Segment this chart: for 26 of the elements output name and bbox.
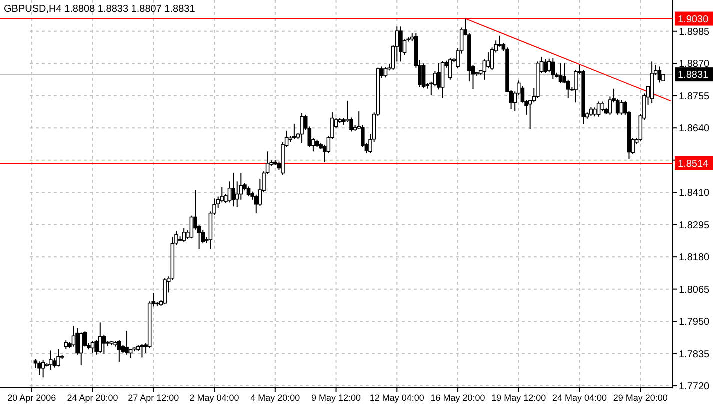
- y-tick-label: 1.8755: [679, 91, 710, 102]
- ref-line-label: 1.9030: [678, 14, 710, 26]
- y-tick-label: 1.7720: [679, 382, 710, 393]
- ref-line-label: 1.8514: [678, 158, 710, 170]
- chart-title: GBPUSD,H4 1.8808 1.8833 1.8807 1.8831: [4, 4, 196, 15]
- y-tick-label: 1.8410: [679, 188, 710, 200]
- x-tick-label: 2 May 04:00: [190, 393, 240, 403]
- y-tick-label: 1.7950: [679, 317, 710, 328]
- x-tick-label: 24 May 04:00: [552, 393, 608, 403]
- x-tick-label: 20 Apr 2006: [8, 393, 56, 403]
- y-tick-label: 1.8870: [679, 59, 710, 70]
- ref-line-label: 1.8831: [678, 70, 710, 82]
- y-tick-label: 1.8065: [679, 284, 710, 296]
- y-tick-label: 1.8295: [679, 220, 710, 232]
- x-tick-label: 19 May 12:00: [492, 393, 546, 403]
- y-tick-label: 1.8180: [679, 252, 710, 264]
- y-tick-label: 1.8640: [679, 124, 710, 135]
- x-tick-label: 16 May 20:00: [430, 393, 486, 403]
- x-tick-label: 9 May 12:00: [312, 393, 362, 403]
- y-tick-label: 1.7835: [679, 349, 710, 360]
- x-tick-label: 4 May 20:00: [250, 393, 300, 403]
- x-tick-label: 24 Apr 20:00: [67, 393, 118, 403]
- y-tick-label: 1.8985: [679, 26, 710, 38]
- x-tick-label: 29 May 20:00: [613, 393, 668, 403]
- x-tick-label: 12 May 04:00: [370, 393, 424, 403]
- x-tick-label: 27 Apr 12:00: [128, 393, 180, 403]
